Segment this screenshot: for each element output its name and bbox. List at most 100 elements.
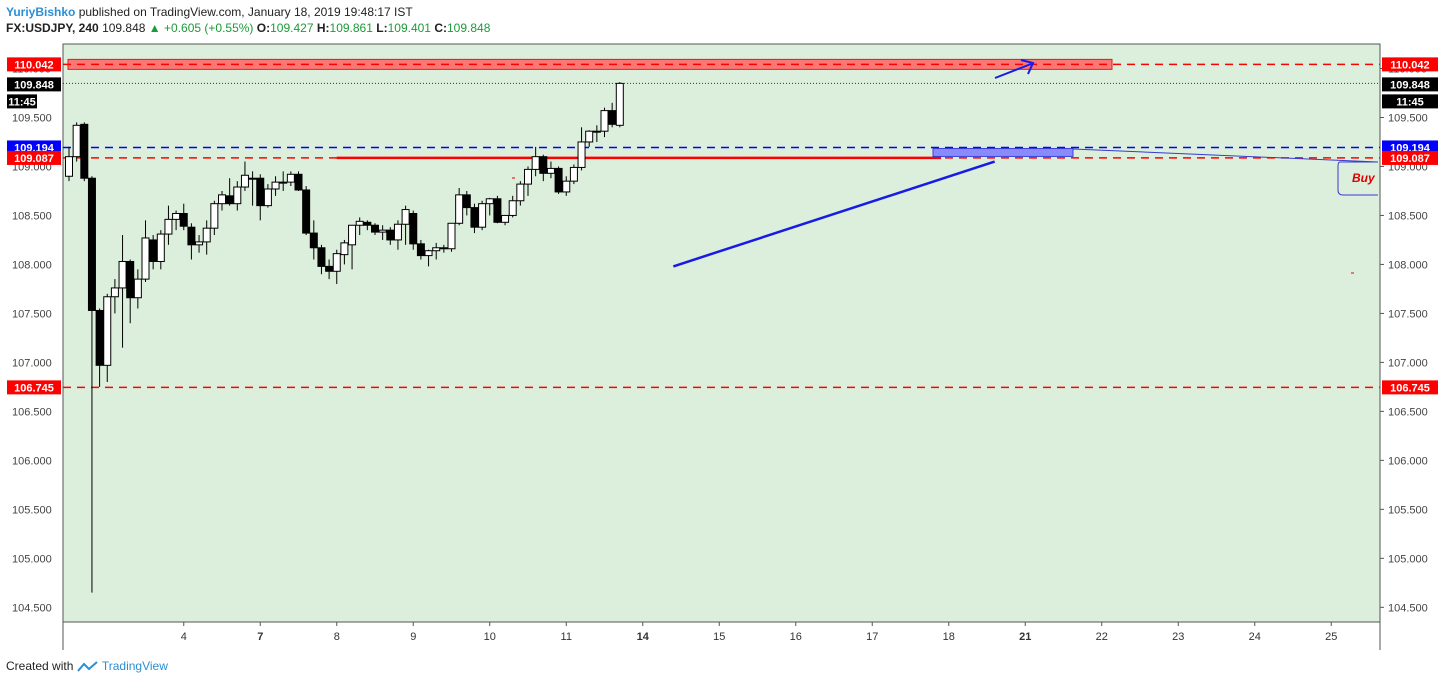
last-price-tag-right-bg — [1382, 77, 1438, 92]
x-axis-tick: 18 — [943, 631, 955, 643]
y-axis-tick-right: 107.000 — [1388, 357, 1428, 369]
y-axis-tick-left: 104.500 — [12, 602, 52, 614]
level-tag-right: 106.745 — [1390, 382, 1430, 394]
candle-body — [218, 194, 226, 205]
price-chart[interactable]: 110.000110.000109.500109.500109.000109.0… — [0, 0, 1444, 650]
y-axis-tick-left: 107.000 — [12, 357, 52, 369]
y-axis-tick-left: 106.000 — [12, 455, 52, 467]
x-axis-tick: 24 — [1249, 631, 1261, 643]
y-axis-tick-right: 106.500 — [1388, 406, 1428, 418]
candle-body — [195, 241, 204, 246]
candle-body — [562, 180, 571, 193]
candle-body — [202, 227, 211, 243]
chart-header: YuriyBishko published on TradingView.com… — [6, 4, 490, 36]
candle-body — [432, 247, 441, 252]
level-tag-right-bg — [1382, 380, 1438, 395]
candle-body — [363, 221, 372, 226]
x-axis-tick: 11 — [561, 631, 572, 643]
candle-body — [233, 186, 242, 205]
candle-body — [133, 278, 142, 299]
candle-body — [210, 203, 219, 229]
x-axis-tick: 9 — [410, 631, 416, 643]
x-axis-tick: 4 — [181, 631, 187, 643]
x-axis-tick: 23 — [1172, 631, 1184, 643]
y-axis-tick-right: 104.500 — [1388, 602, 1428, 614]
trend-line — [672, 160, 996, 268]
candle-body — [600, 110, 609, 132]
candle-body — [110, 287, 119, 298]
x-axis-tick: 14 — [637, 631, 650, 643]
author-name[interactable]: YuriyBishko — [6, 5, 76, 19]
candle-body — [462, 194, 471, 209]
candle-body — [340, 242, 349, 256]
candle-body — [164, 218, 173, 235]
candle-body — [256, 177, 265, 207]
candle-body — [554, 167, 563, 193]
y-axis-tick-left: 105.000 — [12, 553, 52, 565]
y-axis-tick-left: 109.500 — [12, 112, 52, 124]
candle-body — [263, 188, 272, 207]
candle-body — [508, 200, 517, 216]
low-value: 109.401 — [387, 21, 431, 35]
countdown-tag-right-bg — [1382, 94, 1438, 109]
candle-body — [569, 166, 578, 182]
price-change: +0.605 (+0.55%) — [164, 21, 254, 35]
level-tag-left-bg — [7, 150, 61, 165]
x-axis-tick: 22 — [1096, 631, 1108, 643]
level-tag-left: 110.042 — [14, 59, 53, 71]
candle-body — [87, 177, 96, 311]
candle-body — [416, 243, 425, 257]
candle-body — [240, 174, 249, 188]
candle-body — [348, 224, 357, 246]
candle-body — [309, 232, 318, 249]
level-tag-left: 109.087 — [14, 153, 54, 165]
y-axis-tick-left: 107.500 — [12, 308, 52, 320]
y-axis-tick-right: 108.000 — [1388, 259, 1428, 271]
candle-body — [118, 260, 127, 289]
level-tag-right: 109.087 — [1390, 153, 1430, 165]
open-value: 109.427 — [270, 21, 314, 35]
plot-area — [62, 43, 1381, 623]
last-price: 109.848 — [102, 21, 146, 35]
level-tag-left: 106.745 — [14, 382, 54, 394]
last-price-tag-left-bg — [7, 77, 61, 92]
tradingview-brand[interactable]: TradingView — [101, 659, 168, 673]
candle-body — [585, 130, 594, 143]
candle-body — [539, 156, 548, 174]
y-axis-tick-left: 106.500 — [12, 406, 52, 418]
candle-body — [332, 253, 341, 272]
y-axis-tick-right: 108.500 — [1388, 210, 1428, 222]
candle-body — [493, 198, 502, 223]
candle-body — [355, 220, 364, 226]
candle-body — [592, 130, 601, 133]
countdown-tag-right: 11:45 — [1396, 96, 1424, 108]
buy-label: Buy — [1352, 171, 1376, 185]
x-axis-tick: 21 — [1019, 631, 1031, 643]
candle-body — [524, 168, 532, 185]
up-arrow-icon: ▲ — [148, 21, 161, 35]
candle-body — [401, 209, 410, 225]
candle-body — [455, 194, 464, 224]
candle-body — [485, 198, 494, 205]
candle-body — [386, 229, 395, 241]
candle-body — [531, 156, 540, 170]
published-text: published on TradingView.com, January 18… — [78, 5, 413, 19]
footer: Created with TradingView — [6, 658, 168, 674]
level-tag-right-bg — [1382, 150, 1438, 165]
candle-body — [156, 233, 165, 262]
y-axis-tick-right: 105.000 — [1388, 553, 1428, 565]
buy-callout-line — [1072, 148, 1379, 163]
candle-body — [577, 141, 586, 168]
candle-body — [608, 110, 617, 125]
x-axis-tick: 17 — [866, 631, 878, 643]
x-axis-tick: 10 — [484, 631, 496, 643]
symbol-label: FX:USDJPY, 240 — [6, 21, 99, 35]
candle-body — [546, 167, 555, 174]
y-axis-tick-right: 105.500 — [1388, 504, 1428, 516]
x-axis-tick: 25 — [1325, 631, 1337, 643]
candle-body — [409, 212, 418, 245]
candle-body — [172, 212, 181, 220]
candle-body — [141, 237, 150, 280]
countdown-tag-left-bg — [7, 94, 37, 109]
candle-body — [325, 265, 334, 272]
